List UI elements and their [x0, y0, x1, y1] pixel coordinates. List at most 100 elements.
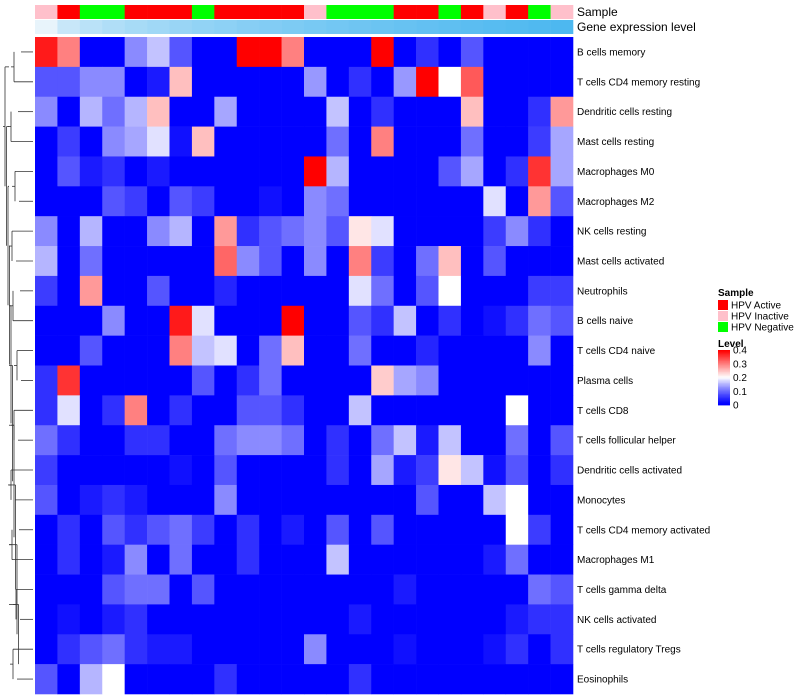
heatmap-cell: [416, 425, 439, 456]
heatmap-cell: [57, 604, 81, 635]
heatmap-cell: [102, 246, 125, 277]
heatmap-cell: [124, 96, 148, 127]
sample-annotation-cell: [147, 5, 170, 19]
heatmap-cell: [214, 66, 238, 98]
heatmap-cell: [416, 574, 439, 605]
heatmap-cell: [505, 365, 529, 396]
row-label: Mast cells resting: [577, 137, 654, 148]
heatmap-cell: [214, 216, 238, 247]
heatmap-cell: [483, 305, 507, 336]
heatmap-cell: [348, 365, 372, 396]
heatmap-cell: [236, 186, 260, 217]
sample-annotation-cell: [348, 5, 372, 19]
expression-annotation-cell: [259, 20, 282, 34]
heatmap-cell: [259, 96, 282, 127]
row-dendrogram: [3, 51, 33, 680]
heatmap-cell: [281, 186, 305, 217]
heatmap-cell: [371, 604, 394, 635]
heatmap-cell: [281, 66, 305, 98]
heatmap-cell: [304, 186, 327, 217]
heatmap-cell: [371, 335, 394, 366]
heatmap-cell: [505, 574, 529, 605]
heatmap-cell: [147, 365, 170, 396]
heatmap-cell: [124, 604, 148, 635]
sample-annotation-cell: [259, 5, 282, 19]
heatmap-cell: [460, 37, 484, 68]
heatmap-cell: [550, 156, 574, 187]
heatmap-cell: [102, 275, 125, 307]
heatmap-cell: [505, 395, 529, 426]
heatmap-cell: [102, 544, 125, 575]
heatmap-cell: [124, 216, 148, 247]
heatmap-cell: [281, 514, 305, 545]
heatmap-cell: [304, 216, 327, 247]
heatmap-cell: [550, 604, 574, 635]
heatmap-cell: [528, 425, 551, 456]
heatmap-cell: [147, 484, 170, 516]
heatmap-cell: [528, 126, 551, 157]
level-legend-gradient-step: [718, 361, 730, 363]
heatmap-cell: [348, 544, 372, 575]
heatmap-cell: [483, 246, 507, 277]
heatmap-cell: [191, 305, 215, 336]
heatmap-cell: [281, 156, 305, 187]
heatmap-cell: [124, 37, 148, 68]
heatmap-cell: [371, 246, 394, 277]
heatmap-cell: [438, 37, 462, 68]
heatmap-cell: [236, 425, 260, 456]
heatmap-cell: [326, 186, 350, 217]
row-label: T cells CD4 memory resting: [577, 77, 700, 88]
heatmap-cell: [191, 246, 215, 277]
sample-legend-swatch: [718, 300, 728, 310]
heatmap-cell: [393, 544, 417, 575]
heatmap-cell: [393, 455, 417, 486]
heatmap-cell: [371, 544, 394, 575]
heatmap-cell: [57, 275, 81, 307]
heatmap-cell: [460, 126, 484, 157]
heatmap-cell: [147, 126, 170, 157]
expression-annotation-cell: [281, 20, 305, 34]
heatmap-cell: [102, 37, 125, 68]
heatmap-cell: [528, 305, 551, 336]
heatmap-cell: [460, 604, 484, 635]
heatmap-cell: [214, 395, 238, 426]
heatmap-cell: [281, 96, 305, 127]
heatmap-cell: [191, 66, 215, 98]
heatmap-cell: [236, 395, 260, 426]
heatmap-cell: [259, 275, 282, 307]
heatmap-cell: [483, 544, 507, 575]
heatmap-cell: [326, 455, 350, 486]
heatmap-cell: [528, 96, 551, 127]
level-legend-tick: 0.4: [733, 346, 747, 357]
annotation-track-label: Sample: [577, 5, 618, 19]
level-legend-gradient-step: [718, 383, 730, 385]
heatmap-cell: [505, 246, 529, 277]
heatmap-cell: [326, 634, 350, 665]
heatmap-cell: [371, 275, 394, 307]
heatmap-cell: [416, 156, 439, 187]
sample-annotation-cell: [393, 5, 417, 19]
sample-annotation-cell: [214, 5, 238, 19]
heatmap-cell: [505, 544, 529, 575]
heatmap-cell: [57, 634, 81, 665]
heatmap-cell: [393, 365, 417, 396]
heatmap-cell: [438, 455, 462, 486]
heatmap-cell: [416, 514, 439, 545]
expression-annotation-cell: [371, 20, 394, 34]
heatmap-cell: [35, 455, 58, 486]
heatmap-cell: [304, 395, 327, 426]
heatmap-cell: [169, 365, 193, 396]
heatmap-cell: [35, 604, 58, 635]
heatmap-cell: [124, 544, 148, 575]
heatmap-cell: [214, 484, 238, 516]
heatmap-cell: [505, 634, 529, 665]
heatmap-cell: [169, 66, 193, 98]
heatmap-cell: [169, 156, 193, 187]
heatmap-cell: [393, 664, 417, 695]
heatmap-cell: [35, 634, 58, 665]
heatmap-cell: [169, 514, 193, 545]
heatmap-cell: [483, 96, 507, 127]
heatmap-cell: [393, 604, 417, 635]
heatmap-cell: [57, 156, 81, 187]
